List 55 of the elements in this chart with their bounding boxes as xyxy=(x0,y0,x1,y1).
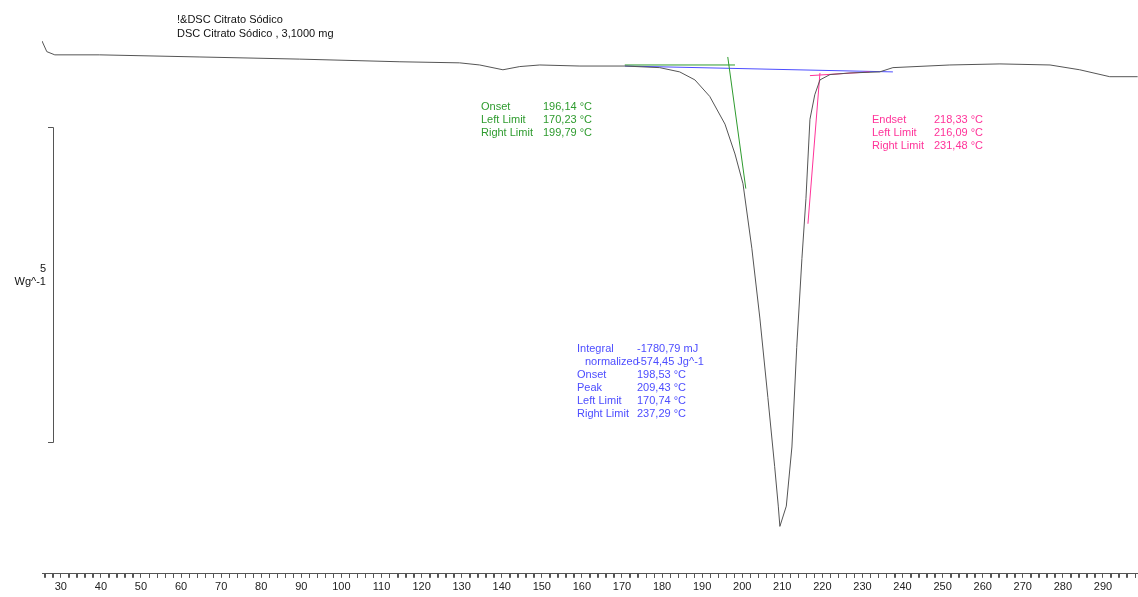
chart-title: !&DSC Citrato Sódico xyxy=(177,12,284,26)
x-tick-label: 230 xyxy=(853,580,872,593)
annotation: 216,09 °C xyxy=(934,126,984,139)
annotation: 170,23 °C xyxy=(543,113,593,126)
x-tick-label: 70 xyxy=(215,580,228,593)
x-tick-label: 290 xyxy=(1093,580,1113,593)
annotation: -1780,79 mJ xyxy=(637,342,699,355)
x-tick-label: 220 xyxy=(813,580,832,593)
x-tick-label: 30 xyxy=(54,580,67,593)
x-tick-label: 120 xyxy=(412,580,431,593)
x-tick-label: 40 xyxy=(94,580,108,593)
annotation: 218,33 °C xyxy=(934,113,984,126)
annotation: 170,74 °C xyxy=(637,394,687,407)
x-tick-label: 170 xyxy=(612,580,632,593)
annotation: Endset xyxy=(872,113,907,126)
annotation: 196,14 °C xyxy=(543,100,593,113)
y-axis-title: Wg^-1 xyxy=(14,275,46,288)
annotation: Right Limit xyxy=(481,126,533,139)
x-tick-label: 140 xyxy=(492,580,511,593)
annotation: Onset xyxy=(577,368,607,381)
x-tick-label: 60 xyxy=(174,580,188,593)
annotation: Left Limit xyxy=(481,113,526,126)
annotation: 5 xyxy=(39,262,46,275)
annotation: normalized xyxy=(585,355,639,368)
x-tick-label: 250 xyxy=(933,580,952,593)
x-tick-label: 100 xyxy=(332,580,351,593)
annotation: Integral xyxy=(577,342,614,355)
x-tick-label: 50 xyxy=(134,580,148,593)
x-tick-label: 80 xyxy=(255,580,268,593)
x-tick-label: 160 xyxy=(572,580,592,593)
annotation: 231,48 °C xyxy=(934,139,984,152)
x-tick-label: 110 xyxy=(372,580,391,593)
annotation: Onset xyxy=(481,100,511,113)
x-tick-label: 90 xyxy=(295,580,308,593)
annotation: 237,29 °C xyxy=(637,407,687,420)
annotation: 209,43 °C xyxy=(637,381,687,394)
x-tick-label: 180 xyxy=(652,580,672,593)
annotation: Left Limit xyxy=(872,126,917,139)
x-tick-label: 190 xyxy=(692,580,712,593)
annotation: 198,53 °C xyxy=(637,368,687,381)
annotation: -574,45 Jg^-1 xyxy=(637,355,704,368)
annotation: Right Limit xyxy=(577,407,629,420)
x-tick-label: 270 xyxy=(1013,580,1032,593)
x-tick-label: 260 xyxy=(973,580,992,593)
x-tick-label: 200 xyxy=(733,580,752,593)
annotation: 199,79 °C xyxy=(543,126,593,139)
chart-subtitle: DSC Citrato Sódico , 3,1000 mg xyxy=(177,26,334,40)
x-tick-label: 240 xyxy=(893,580,912,593)
x-tick-label: 210 xyxy=(773,580,792,593)
annotation: Peak xyxy=(577,381,603,394)
x-tick-label: 280 xyxy=(1053,580,1073,593)
annotation: Left Limit xyxy=(577,394,622,407)
annotation: Right Limit xyxy=(872,139,924,152)
x-tick-label: 130 xyxy=(452,580,471,593)
x-tick-label: 150 xyxy=(532,580,551,593)
